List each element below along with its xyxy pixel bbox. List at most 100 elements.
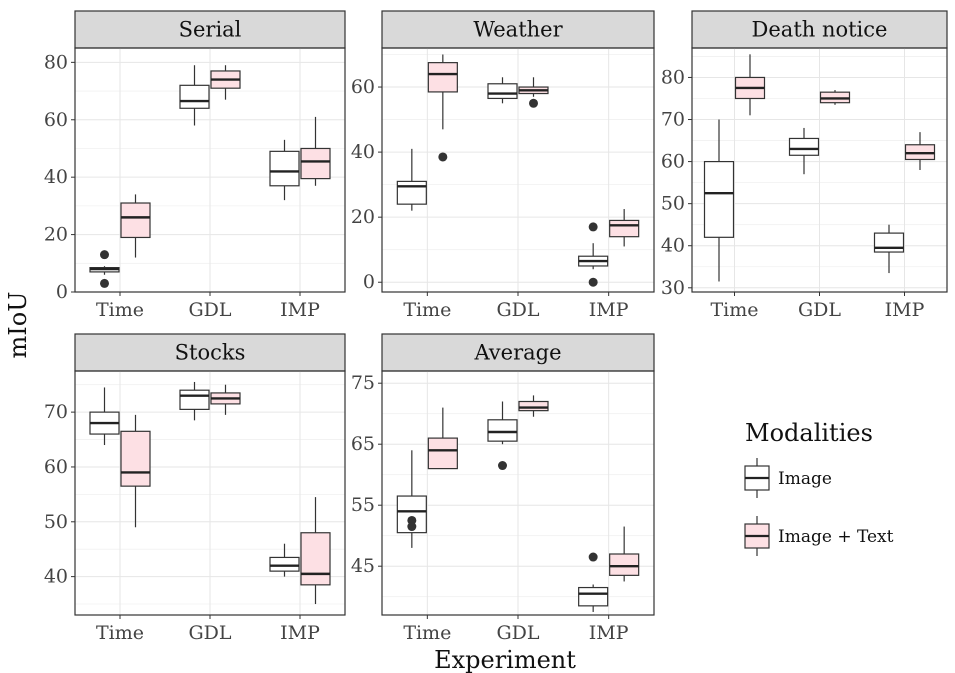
box-image-imp <box>269 139 300 201</box>
y-tick-label: 45 <box>351 555 375 577</box>
y-tick-label: 50 <box>661 193 685 215</box>
box-image-gdl <box>487 77 518 104</box>
x-tick-label: IMP <box>280 299 320 321</box>
x-tick-label: Time <box>403 299 451 321</box>
x-tick-label: IMP <box>589 622 629 644</box>
y-tick-label: 20 <box>44 224 68 246</box>
box-image-text-gdl <box>518 77 549 108</box>
box-image-imp <box>578 552 609 612</box>
panel-strip <box>381 10 655 49</box>
box-image-time <box>89 387 120 446</box>
box-iqr <box>788 137 820 156</box>
box-image-imp <box>873 224 905 274</box>
box-iqr <box>487 419 518 442</box>
panel-strip <box>691 10 948 49</box>
x-tick-label: GDL <box>188 622 231 644</box>
y-tick-label: 60 <box>351 76 375 98</box>
y-tick-label: 40 <box>661 235 685 257</box>
box-image-text-time <box>120 414 151 528</box>
box-image-text-time <box>734 54 766 116</box>
box-image-imp <box>269 543 300 577</box>
box-iqr <box>396 180 427 205</box>
x-tick-label: IMP <box>885 299 925 321</box>
y-tick-label: 30 <box>661 277 685 299</box>
y-tick-label: 60 <box>44 109 68 131</box>
x-tick-label: GDL <box>798 299 841 321</box>
panel-border <box>74 370 346 616</box>
y-tick-label: 65 <box>351 433 375 455</box>
legend-entry-image-text: Image + Text <box>744 516 894 556</box>
box-iqr <box>179 84 210 109</box>
x-tick-label: GDL <box>496 622 539 644</box>
box-iqr <box>269 556 300 572</box>
outlier-point <box>100 278 109 288</box>
panel-strip <box>74 10 346 49</box>
legend-label: Image <box>778 469 832 489</box>
panel-stocks: Stocks 40 50 60 70 Time GDL IMP <box>44 333 346 644</box>
y-tick-label: 55 <box>351 494 375 516</box>
x-tick-label: Time <box>96 622 144 644</box>
box-image-text-gdl <box>819 90 851 105</box>
panel-strip <box>74 333 346 372</box>
box-image-time <box>89 250 120 288</box>
panel-title: Serial <box>179 18 242 42</box>
panel-border <box>691 47 948 293</box>
panel-border <box>74 47 346 293</box>
box-iqr <box>487 83 518 100</box>
outlier-point <box>407 522 417 532</box>
box-iqr <box>873 232 905 253</box>
legend-label: Image + Text <box>778 527 894 547</box>
box-image-text-imp <box>609 209 640 247</box>
box-image-gdl <box>788 127 820 175</box>
outlier-point <box>529 98 538 108</box>
outlier-point <box>588 277 598 287</box>
x-tick-label: GDL <box>496 299 539 321</box>
x-tick-label: Time <box>403 622 451 644</box>
panel-serial: Serial 0 20 40 60 80 Time GDL IMP <box>44 10 346 321</box>
x-tick-label: GDL <box>188 299 231 321</box>
panel-title: Stocks <box>175 341 246 365</box>
y-tick-label: 80 <box>661 66 685 88</box>
box-image-text-imp <box>904 132 936 170</box>
y-tick-label: 20 <box>351 206 375 228</box>
box-image-time <box>396 450 427 548</box>
panel-average: Average 45 55 65 75 Time GDL IMP <box>351 333 655 644</box>
box-image-text-imp <box>609 526 640 582</box>
y-tick-label: 70 <box>661 109 685 131</box>
panel-death-notice: Death notice 30 40 50 60 70 80 Time GDL IMP <box>661 10 948 321</box>
box-image-text-gdl <box>210 384 241 415</box>
box-iqr <box>120 430 151 487</box>
box-iqr <box>518 400 549 412</box>
box-image-gdl <box>487 401 518 471</box>
box-image-gdl <box>179 381 210 421</box>
y-tick-label: 50 <box>44 511 68 533</box>
y-tick-label: 40 <box>351 141 375 163</box>
legend: Modalities Image Image + Text <box>744 419 894 556</box>
x-axis-title: Experiment <box>434 646 576 673</box>
box-iqr <box>427 62 458 93</box>
legend-entry-image: Image <box>744 458 832 498</box>
x-tick-label: IMP <box>280 622 320 644</box>
box-image-text-gdl <box>518 395 549 417</box>
outlier-point <box>100 250 109 260</box>
y-tick-label: 0 <box>363 271 375 293</box>
y-tick-label: 40 <box>44 166 68 188</box>
box-image-text-imp <box>300 497 331 605</box>
box-image-imp <box>578 222 609 287</box>
box-iqr <box>269 150 300 187</box>
y-tick-label: 70 <box>44 401 68 423</box>
outlier-point <box>588 552 598 562</box>
panel-title: Death notice <box>752 18 888 42</box>
box-iqr <box>609 219 640 238</box>
box-image-text-time <box>427 407 458 470</box>
y-tick-label: 75 <box>351 372 375 394</box>
y-tick-label: 0 <box>56 281 68 303</box>
panel-border <box>381 370 655 616</box>
box-image-time <box>703 119 735 282</box>
legend-title: Modalities <box>745 419 873 447</box>
outlier-point <box>438 152 448 162</box>
box-image-time <box>396 148 427 211</box>
outlier-point <box>498 461 507 471</box>
box-iqr <box>300 147 331 180</box>
